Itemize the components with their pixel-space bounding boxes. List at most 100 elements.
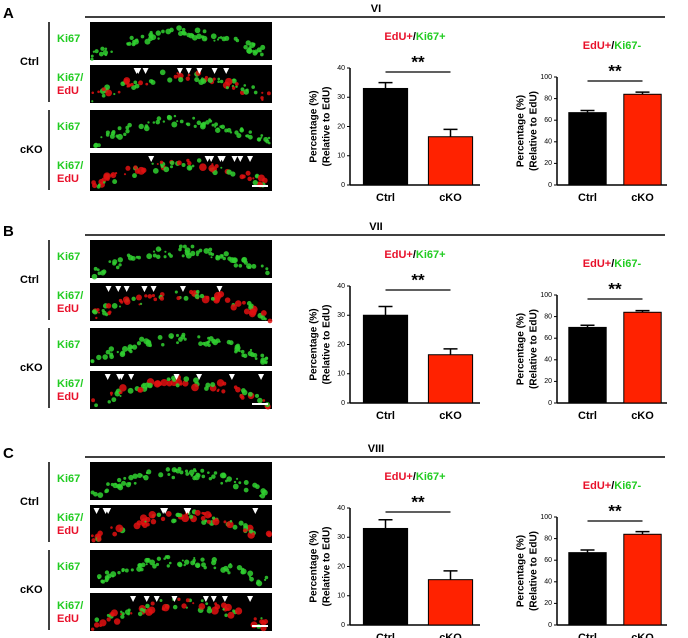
cell — [145, 608, 153, 616]
cell — [195, 250, 200, 255]
cell — [128, 474, 134, 481]
cell — [93, 143, 99, 149]
cell — [129, 35, 134, 41]
y-tick-label: 40 — [337, 65, 345, 72]
y-axis-label: (Relative to EdU) — [322, 86, 333, 166]
error-bar — [580, 549, 595, 553]
cell — [179, 119, 184, 124]
cell — [120, 350, 126, 356]
cell — [192, 116, 196, 120]
cell — [178, 247, 182, 252]
arrowhead — [104, 374, 111, 380]
cell — [245, 134, 248, 138]
chart-title-part: / — [413, 31, 416, 43]
cell — [91, 398, 96, 403]
arrowhead — [211, 68, 218, 74]
cell — [156, 512, 162, 518]
cell — [178, 77, 184, 83]
cell — [173, 74, 178, 79]
cell — [133, 481, 137, 485]
cell — [109, 352, 114, 357]
cell — [260, 359, 266, 365]
cell — [222, 381, 227, 386]
cell — [259, 619, 264, 624]
cell — [130, 612, 133, 615]
cell — [159, 599, 163, 602]
cell — [123, 132, 127, 137]
cell — [144, 38, 151, 45]
cell — [187, 73, 191, 77]
cell — [196, 120, 202, 126]
group-label: cKO — [20, 144, 43, 156]
arrowhead — [228, 374, 235, 380]
panel-label: B — [3, 223, 14, 240]
cell — [218, 36, 221, 39]
cell — [137, 386, 144, 393]
cell — [202, 29, 207, 34]
cell — [203, 248, 210, 254]
cell — [243, 84, 247, 87]
y-axis-label: Percentage (%) — [309, 308, 320, 380]
cell — [226, 520, 234, 529]
cell — [195, 289, 200, 294]
cell — [234, 300, 242, 307]
arrowhead — [105, 286, 112, 292]
cell — [175, 468, 181, 474]
cell — [194, 77, 200, 83]
cell — [210, 33, 217, 40]
cell — [240, 87, 245, 92]
arrowhead — [231, 156, 238, 162]
cell — [249, 308, 257, 316]
arrowhead — [219, 156, 226, 162]
cell — [201, 562, 206, 568]
image-label: Ki67/ — [57, 600, 83, 612]
cell — [91, 180, 96, 185]
cell — [204, 75, 208, 79]
cell — [264, 356, 269, 361]
image-label: Ki67/ — [57, 72, 83, 84]
image-label: EdU — [57, 85, 79, 97]
cell — [147, 121, 150, 124]
cell — [108, 346, 115, 352]
cell — [211, 516, 216, 520]
cell — [190, 244, 195, 249]
cell — [210, 296, 215, 301]
cell — [99, 619, 107, 627]
bar — [427, 579, 474, 626]
cell — [166, 115, 173, 121]
cell — [170, 336, 173, 339]
cell — [126, 253, 131, 258]
cell — [208, 476, 213, 481]
cell — [216, 38, 220, 41]
cell — [214, 604, 221, 610]
cell — [260, 44, 266, 50]
cell — [135, 255, 139, 259]
cell — [151, 162, 154, 165]
cell — [213, 295, 221, 303]
cell — [101, 308, 105, 313]
chart-title-part: EdU+ — [384, 471, 412, 483]
significance: ** — [411, 492, 425, 511]
cell — [98, 51, 104, 57]
cell — [171, 121, 178, 128]
cell — [265, 530, 272, 537]
cell — [132, 173, 137, 179]
cell — [152, 253, 157, 258]
cell — [103, 172, 111, 181]
cell — [120, 300, 124, 304]
cell — [181, 27, 186, 32]
chart-title-part: Ki67+ — [416, 471, 446, 483]
cell — [96, 574, 102, 579]
cell — [256, 137, 262, 142]
cell — [111, 303, 118, 309]
cell — [106, 573, 112, 579]
cell — [259, 494, 262, 497]
cell — [240, 568, 247, 575]
cell — [115, 524, 124, 533]
cell — [185, 76, 190, 81]
cell — [96, 308, 100, 312]
y-tick-label: 20 — [544, 378, 552, 385]
y-tick-label: 60 — [544, 335, 552, 342]
cell — [205, 602, 209, 606]
significance: ** — [411, 270, 425, 289]
